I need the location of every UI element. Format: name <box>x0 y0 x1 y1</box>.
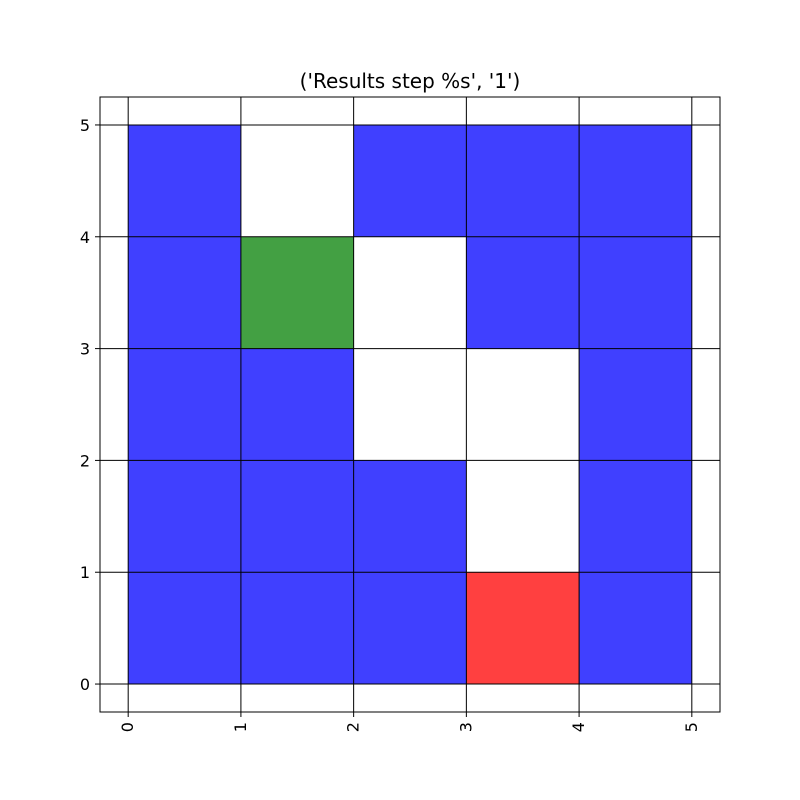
chart-title: ('Results step %s', '1') <box>300 69 521 93</box>
x-tick-label: 4 <box>569 722 588 732</box>
cells-layer <box>128 124 692 685</box>
y-tick-label: 1 <box>80 563 90 582</box>
grid-cell-4-0-blue <box>579 572 692 685</box>
y-tick-label: 2 <box>80 451 90 470</box>
grid-cell-4-4-blue <box>579 124 692 237</box>
x-tick-label: 2 <box>344 722 363 732</box>
grid-cell-2-2-empty <box>353 348 467 461</box>
grid-cell-1-4-empty <box>240 124 354 237</box>
x-tick-label: 1 <box>231 722 250 732</box>
grid-cell-2-3-empty <box>353 236 467 349</box>
grid-cell-2-4-blue <box>353 124 467 237</box>
grid-cell-4-2-blue <box>579 348 692 461</box>
y-tick-label: 5 <box>80 116 90 135</box>
grid-cell-3-2-empty <box>466 348 580 461</box>
grid-cell-3-4-blue <box>466 124 580 237</box>
x-tick-label: 0 <box>118 722 137 732</box>
grid-cell-2-0-blue <box>353 572 467 685</box>
grid-cell-1-1-blue <box>240 460 354 573</box>
grid-cell-0-1-blue <box>128 460 241 573</box>
x-tick-label: 3 <box>456 722 475 732</box>
grid-cell-4-3-blue <box>579 236 692 349</box>
grid-cell-3-1-empty <box>466 460 580 573</box>
y-tick-label: 3 <box>80 340 90 359</box>
plot-frame <box>99 96 721 713</box>
grid-cell-2-1-blue <box>353 460 467 573</box>
grid-cell-0-0-blue <box>128 572 241 685</box>
grid-cell-1-0-blue <box>240 572 354 685</box>
grid-cell-0-3-blue <box>128 236 241 349</box>
grid-cell-0-4-blue <box>128 124 241 237</box>
grid-cell-1-3-green <box>240 236 354 349</box>
grid-cell-3-0-red <box>466 572 580 685</box>
grid-cell-4-1-blue <box>579 460 692 573</box>
y-tick-label: 4 <box>80 228 90 247</box>
x-tick-label: 5 <box>682 722 701 732</box>
gridlines <box>100 97 720 712</box>
y-tick-label: 0 <box>80 675 90 694</box>
grid-cell-3-3-blue <box>466 236 580 349</box>
axis-ticks: 0 1 2 3 4 5 0 1 2 3 4 5 <box>80 116 701 732</box>
grid-cell-1-2-blue <box>240 348 354 461</box>
grid-cell-0-2-blue <box>128 348 241 461</box>
